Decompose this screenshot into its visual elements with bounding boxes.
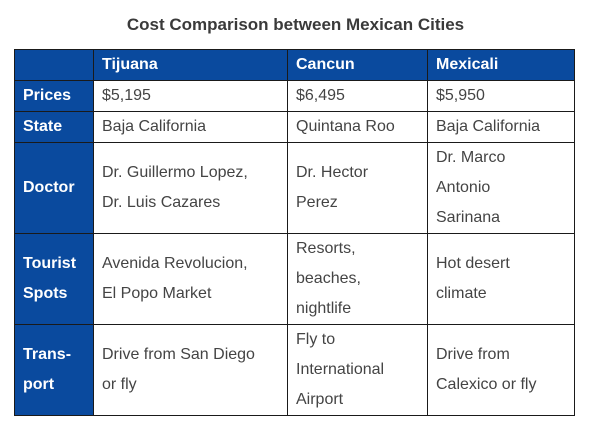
- row-header-prices: Prices: [14, 80, 94, 112]
- cell-transport-mexicali: Drive from Calexico or fly: [427, 324, 575, 416]
- page-title: Cost Comparison between Mexican Cities: [126, 15, 465, 34]
- table-row-state: State Baja California Quintana Roo Baja …: [14, 111, 575, 143]
- column-header-tijuana: Tijuana: [93, 49, 288, 81]
- cell-state-tijuana: Baja California: [93, 111, 288, 143]
- row-header-transport: Trans- port: [14, 324, 94, 416]
- row-header-doctor: Doctor: [14, 142, 94, 234]
- cell-doctor-mexicali: Dr. Marco Antonio Sarinana: [427, 142, 575, 234]
- table-row-doctor: Doctor Dr. Guillermo Lopez, Dr. Luis Caz…: [14, 142, 575, 234]
- row-header-tourist-spots: Tourist Spots: [14, 233, 94, 325]
- table-row-prices: Prices $5,195 $6,495 $5,950: [14, 80, 575, 112]
- cell-state-mexicali: Baja California: [427, 111, 575, 143]
- column-header-mexicali: Mexicali: [427, 49, 575, 81]
- comparison-table: Tijuana Cancun Mexicali Prices $5,195 $6…: [14, 49, 575, 416]
- cell-prices-mexicali: $5,950: [427, 80, 575, 112]
- column-header-cancun: Cancun: [287, 49, 428, 81]
- table-row-transport: Trans- port Drive from San Diego or fly …: [14, 324, 575, 416]
- header-corner-cell: [14, 49, 94, 81]
- cell-doctor-tijuana: Dr. Guillermo Lopez, Dr. Luis Cazares: [93, 142, 288, 234]
- cell-transport-cancun: Fly to International Airport: [287, 324, 428, 416]
- table-row-tourist-spots: Tourist Spots Avenida Revolucion, El Pop…: [14, 233, 575, 325]
- row-header-state: State: [14, 111, 94, 143]
- cell-tourist-spots-mexicali: Hot desert climate: [427, 233, 575, 325]
- cell-prices-cancun: $6,495: [287, 80, 428, 112]
- cell-prices-tijuana: $5,195: [93, 80, 288, 112]
- cell-tourist-spots-tijuana: Avenida Revolucion, El Popo Market: [93, 233, 288, 325]
- cell-state-cancun: Quintana Roo: [287, 111, 428, 143]
- cell-transport-tijuana: Drive from San Diego or fly: [93, 324, 288, 416]
- cell-tourist-spots-cancun: Resorts, beaches, nightlife: [287, 233, 428, 325]
- cell-doctor-cancun: Dr. Hector Perez: [287, 142, 428, 234]
- table-header-row: Tijuana Cancun Mexicali: [14, 49, 575, 81]
